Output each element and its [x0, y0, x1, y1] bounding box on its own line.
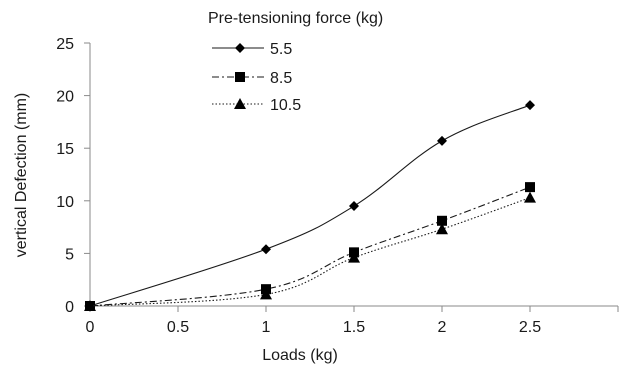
legend-item: 10.5	[212, 97, 301, 114]
y-tick-label: 10	[56, 194, 74, 211]
legend-item: 5.5	[212, 41, 292, 58]
data-point	[524, 191, 536, 203]
x-tick-label: 2.5	[519, 319, 541, 336]
data-point	[84, 300, 96, 311]
data-point	[348, 251, 360, 263]
y-tick-label: 0	[65, 299, 74, 316]
data-point	[525, 182, 535, 193]
series-line	[89, 104, 531, 307]
data-point	[437, 215, 447, 226]
y-tick-label: 15	[56, 141, 74, 158]
series-line	[89, 197, 531, 307]
series-line	[89, 186, 531, 307]
x-tick-label: 1	[262, 319, 271, 336]
x-tick-label: 1.5	[343, 319, 365, 336]
legend-item: 8.5	[212, 70, 292, 87]
legend-marker	[234, 98, 246, 109]
data-point	[525, 100, 535, 111]
x-axis-ticks: 0 0.5 1 1.5 2 2.5	[86, 306, 619, 336]
data-point	[260, 288, 272, 300]
legend-marker	[235, 43, 245, 53]
data-point	[349, 201, 359, 212]
y-axis-ticks: 0 5 10 15 20 25	[56, 36, 90, 316]
chart-axes	[89, 43, 618, 307]
legend-label: 8.5	[270, 70, 292, 87]
data-point	[436, 223, 448, 235]
series-5-5	[85, 100, 535, 311]
x-axis-label: Loads (kg)	[262, 347, 338, 364]
legend-title: Pre-tensioning force (kg)	[208, 10, 383, 27]
y-tick-label: 5	[65, 246, 74, 263]
y-tick-label: 20	[56, 89, 74, 106]
y-tick-label: 25	[56, 36, 74, 53]
legend-label: 10.5	[270, 97, 301, 114]
legend-marker	[235, 72, 245, 82]
data-point	[437, 135, 447, 146]
series-8-5	[85, 182, 535, 311]
series-layer	[84, 100, 536, 311]
series-10-5	[84, 191, 536, 311]
x-tick-label: 0	[86, 319, 95, 336]
x-tick-label: 2	[438, 319, 447, 336]
y-axis-label: vertical Defection (mm)	[13, 93, 30, 257]
legend-label: 5.5	[270, 41, 292, 58]
legend: 5.5 8.5 10.5	[212, 41, 301, 114]
data-point	[261, 244, 271, 255]
x-tick-label: 0.5	[167, 319, 189, 336]
